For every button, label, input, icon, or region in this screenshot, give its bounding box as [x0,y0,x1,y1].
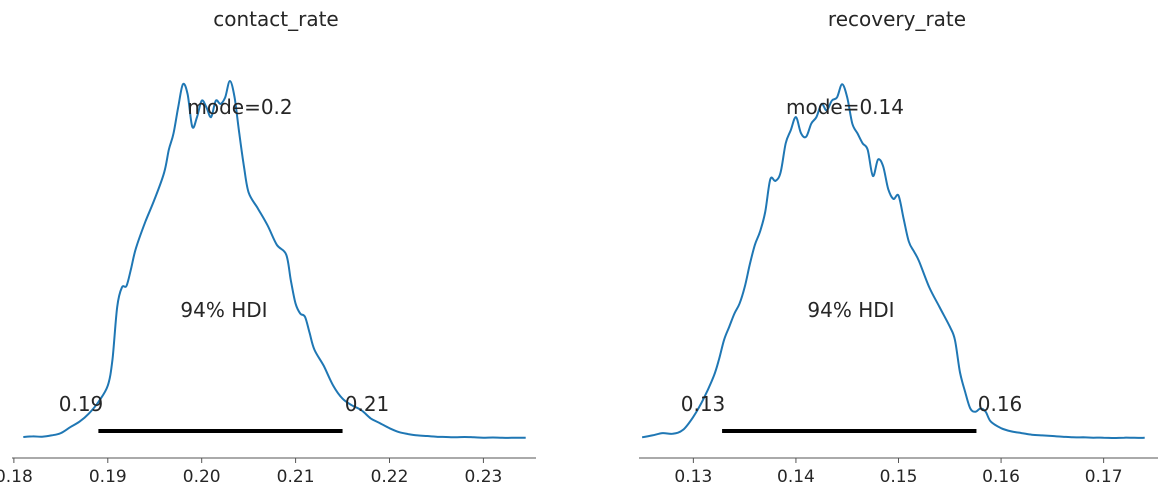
hdi-high-label: 0.16 [978,392,1023,416]
x-axis-ticks: 0.13 0.14 0.15 0.16 0.17 [674,458,1123,487]
posterior-panel-recovery-rate: recovery_rate mode=0.14 94% HDI 0.13 0.1… [639,7,1158,487]
x-tick-label: 0.20 [183,467,221,487]
x-tick-label: 0.17 [1085,467,1123,487]
density-curve [641,83,1145,440]
hdi-label: 94% HDI [180,298,267,322]
x-tick-label: 0.19 [89,467,127,487]
x-tick-label: 0.22 [371,467,409,487]
x-tick-label: 0.15 [880,467,918,487]
mode-label: mode=0.2 [187,95,292,119]
posterior-panel-contact-rate: contact_rate mode=0.2 94% HDI 0.19 0.21 … [0,7,536,487]
hdi-label: 94% HDI [807,298,894,322]
hdi-low-label: 0.13 [681,392,726,416]
hdi-low-label: 0.19 [59,392,104,416]
x-tick-label: 0.14 [777,467,815,487]
x-axis-ticks: 0.18 0.19 0.20 0.21 0.22 0.23 [0,458,502,487]
x-tick-label: 0.16 [982,467,1020,487]
x-tick-label: 0.18 [0,467,33,487]
density-curve [23,79,526,439]
x-tick-label: 0.13 [674,467,712,487]
panel-title: recovery_rate [828,7,966,31]
x-tick-label: 0.23 [464,467,502,487]
panel-title: contact_rate [213,7,338,31]
x-tick-label: 0.21 [277,467,315,487]
mode-label: mode=0.14 [786,95,904,119]
hdi-high-label: 0.21 [345,392,390,416]
